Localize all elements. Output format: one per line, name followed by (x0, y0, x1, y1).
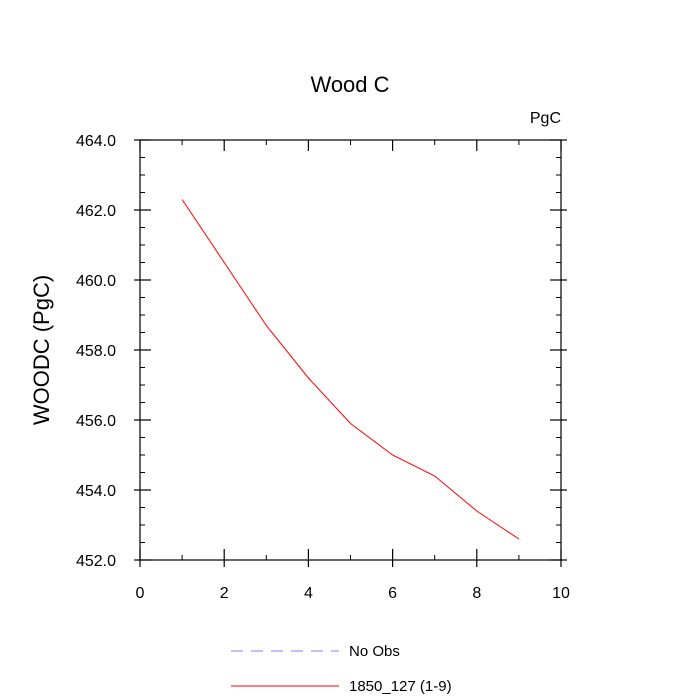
y-tick-label: 464.0 (76, 133, 116, 150)
legend-label: No Obs (349, 643, 400, 660)
y-tick-label: 460.0 (76, 273, 116, 290)
chart-title: Wood C (310, 72, 389, 97)
axis-ticks: 0 2 4 6 8 10 452.0 454.0 456.0 458.0 460.0 462.0 464… (76, 133, 570, 602)
legend: No Obs 1850_127 (1-9) (231, 643, 452, 695)
x-tick-label: 6 (388, 585, 397, 602)
series-layer (181, 199, 520, 540)
y-tick-label: 452.0 (76, 553, 116, 570)
series-line (181, 199, 520, 540)
x-tick-label: 4 (304, 585, 313, 602)
legend-label: 1850_127 (1-9) (349, 678, 452, 695)
y-tick-label: 458.0 (76, 343, 116, 360)
plot-frame (139, 139, 562, 561)
x-tick-label: 0 (136, 585, 145, 602)
y-tick-label: 462.0 (76, 203, 116, 220)
x-tick-label: 2 (220, 585, 229, 602)
x-tick-label: 10 (552, 585, 570, 602)
units-label: PgC (530, 110, 561, 127)
y-tick-label: 456.0 (76, 413, 116, 430)
y-tick-label: 454.0 (76, 483, 116, 500)
y-axis-label: WOODC (PgC) (29, 275, 54, 425)
x-tick-label: 8 (472, 585, 481, 602)
